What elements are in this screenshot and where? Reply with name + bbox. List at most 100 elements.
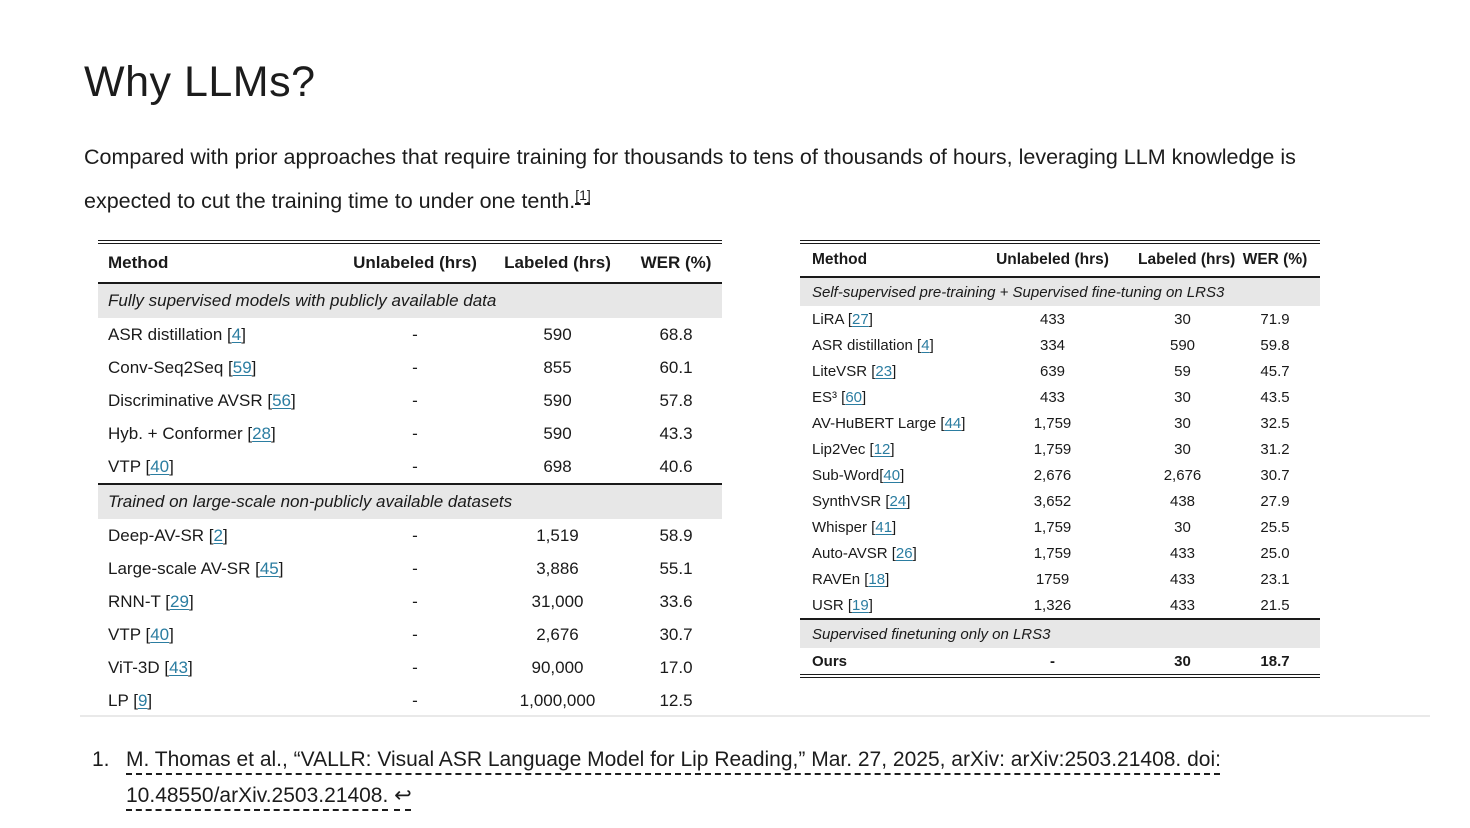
citation-link[interactable]: 24 bbox=[889, 492, 907, 510]
citation-link[interactable]: 60 bbox=[845, 388, 863, 406]
labeled-cell: 30 bbox=[1174, 414, 1191, 432]
method-cell: VTP [40] bbox=[108, 456, 174, 476]
footnote: 1. M. Thomas et al., “VALLR: Visual ASR … bbox=[92, 742, 1362, 814]
unlabeled-cell: - bbox=[412, 525, 418, 545]
citation-link[interactable]: 9 bbox=[137, 690, 148, 710]
table-section-label: Trained on large-scale non-publicly avai… bbox=[98, 483, 722, 519]
method-cell: AV-HuBERT Large [44] bbox=[812, 414, 966, 432]
wer-cell: 18.7 bbox=[1260, 652, 1290, 670]
col-header-unlabeled: Unlabeled (hrs) bbox=[345, 242, 485, 284]
wer-cell: 33.6 bbox=[659, 591, 693, 611]
wer-cell: 57.8 bbox=[659, 390, 693, 410]
labeled-cell: 90,000 bbox=[531, 657, 584, 677]
method-cell: USR [19] bbox=[812, 596, 873, 614]
unlabeled-cell: 639 bbox=[1039, 362, 1066, 380]
method-cell: Conv-Seq2Seq [59] bbox=[108, 357, 257, 377]
table-row: ASR distillation [4] - 590 68.8 bbox=[98, 318, 722, 351]
table-section-row: Self-supervised pre-training + Supervise… bbox=[800, 276, 1320, 306]
footnote-number: 1. bbox=[92, 748, 110, 771]
citation-link[interactable]: 40 bbox=[883, 466, 901, 484]
unlabeled-cell: 1,759 bbox=[1033, 414, 1072, 432]
citation-link[interactable]: 41 bbox=[875, 518, 893, 536]
unlabeled-cell: - bbox=[412, 390, 418, 410]
wer-cell: 21.5 bbox=[1260, 596, 1290, 614]
labeled-cell: 30 bbox=[1174, 440, 1191, 458]
citation-link[interactable]: 29 bbox=[170, 591, 189, 611]
citation-link[interactable]: 44 bbox=[944, 414, 962, 432]
footnote-body: M. Thomas et al., “VALLR: Visual ASR Lan… bbox=[126, 742, 1331, 814]
content-divider bbox=[80, 715, 1430, 717]
citation-link[interactable]: 2 bbox=[213, 525, 223, 545]
citation-link[interactable]: 40 bbox=[150, 456, 170, 476]
intro-text: Compared with prior approaches that requ… bbox=[84, 145, 1296, 213]
page-title: Why LLMs? bbox=[84, 58, 316, 106]
unlabeled-cell: 433 bbox=[1039, 310, 1066, 328]
method-cell: Deep-AV-SR [2] bbox=[108, 525, 228, 545]
method-cell: ViT-3D [43] bbox=[108, 657, 193, 677]
labeled-cell: 3,886 bbox=[536, 558, 579, 578]
citation-link[interactable]: 12 bbox=[873, 440, 891, 458]
method-cell: ES³ [60] bbox=[812, 388, 867, 406]
method-cell: Large-scale AV-SR [45] bbox=[108, 558, 284, 578]
method-cell: LiteVSR [23] bbox=[812, 362, 897, 380]
wer-cell: 58.9 bbox=[659, 525, 693, 545]
unlabeled-cell: 1,759 bbox=[1033, 518, 1072, 536]
col-header-labeled: Labeled (hrs) bbox=[485, 242, 630, 284]
unlabeled-cell: 1759 bbox=[1035, 570, 1070, 588]
labeled-cell: 590 bbox=[543, 423, 572, 443]
wer-cell: 25.5 bbox=[1260, 518, 1290, 536]
citation-link[interactable]: 4 bbox=[231, 324, 242, 344]
citation-link[interactable]: 45 bbox=[259, 558, 279, 578]
citation-link[interactable]: 56 bbox=[272, 390, 291, 410]
citation-link[interactable]: 26 bbox=[895, 544, 913, 562]
table-row: Ours - 30 18.7 bbox=[800, 648, 1320, 676]
citation-link[interactable]: 27 bbox=[852, 310, 869, 328]
citation-link[interactable]: 43 bbox=[169, 657, 189, 677]
table-section-label: Fully supervised models with publicly av… bbox=[98, 282, 722, 318]
wer-cell: 23.1 bbox=[1260, 570, 1290, 588]
footnote-citation-link[interactable]: M. Thomas et al., “VALLR: Visual ASR Lan… bbox=[126, 748, 1221, 807]
labeled-cell: 31,000 bbox=[531, 591, 584, 611]
citation-link[interactable]: 23 bbox=[875, 362, 893, 380]
table-row: Deep-AV-SR [2] - 1,519 58.9 bbox=[98, 519, 722, 552]
wer-cell: 60.1 bbox=[659, 357, 693, 377]
wer-cell: 59.8 bbox=[1260, 336, 1290, 354]
table-section-row: Trained on large-scale non-publicly avai… bbox=[98, 483, 722, 519]
wer-cell: 68.8 bbox=[659, 324, 693, 344]
method-cell: SynthVSR [24] bbox=[812, 492, 911, 510]
unlabeled-cell: 1,759 bbox=[1033, 440, 1072, 458]
table-row: Discriminative AVSR [56] - 590 57.8 bbox=[98, 384, 722, 417]
table-section-label: Supervised finetuning only on LRS3 bbox=[800, 618, 1320, 648]
footnote-back-link[interactable]: ↩ bbox=[394, 784, 412, 807]
labeled-cell: 855 bbox=[543, 357, 572, 377]
col-header-unlabeled: Unlabeled (hrs) bbox=[970, 242, 1135, 278]
left-results-table: Method Unlabeled (hrs) Labeled (hrs) WER… bbox=[98, 240, 722, 717]
table-section-row: Supervised finetuning only on LRS3 bbox=[800, 618, 1320, 648]
table-row: AV-HuBERT Large [44] 1,759 30 32.5 bbox=[800, 410, 1320, 436]
method-cell: Whisper [41] bbox=[812, 518, 897, 536]
citation-link[interactable]: 18 bbox=[868, 570, 886, 588]
citation-link[interactable]: 59 bbox=[232, 357, 252, 377]
col-header-method: Method bbox=[800, 242, 970, 278]
unlabeled-cell: - bbox=[412, 690, 418, 710]
citation-link[interactable]: 4 bbox=[921, 336, 930, 354]
table-row: ES³ [60] 433 30 43.5 bbox=[800, 384, 1320, 410]
method-cell: RAVEn [18] bbox=[812, 570, 890, 588]
citation-link[interactable]: 40 bbox=[150, 624, 170, 644]
method-cell: LiRA [27] bbox=[812, 310, 873, 328]
table-row: LP [9] - 1,000,000 12.5 bbox=[98, 684, 722, 717]
labeled-cell: 30 bbox=[1174, 310, 1191, 328]
method-cell: Hyb. + Conformer [28] bbox=[108, 423, 276, 443]
table-row: Conv-Seq2Seq [59] - 855 60.1 bbox=[98, 351, 722, 384]
wer-cell: 45.7 bbox=[1260, 362, 1290, 380]
footnote-ref-link[interactable]: [1] bbox=[575, 186, 591, 203]
labeled-cell: 590 bbox=[543, 324, 572, 344]
citation-link[interactable]: 19 bbox=[852, 596, 869, 614]
method-cell: Lip2Vec [12] bbox=[812, 440, 895, 458]
citation-link[interactable]: 28 bbox=[252, 423, 271, 443]
wer-cell: 43.3 bbox=[659, 423, 693, 443]
method-cell: RNN-T [29] bbox=[108, 591, 194, 611]
unlabeled-cell: 2,676 bbox=[1033, 466, 1072, 484]
table-row: SynthVSR [24] 3,652 438 27.9 bbox=[800, 488, 1320, 514]
unlabeled-cell: - bbox=[412, 591, 418, 611]
